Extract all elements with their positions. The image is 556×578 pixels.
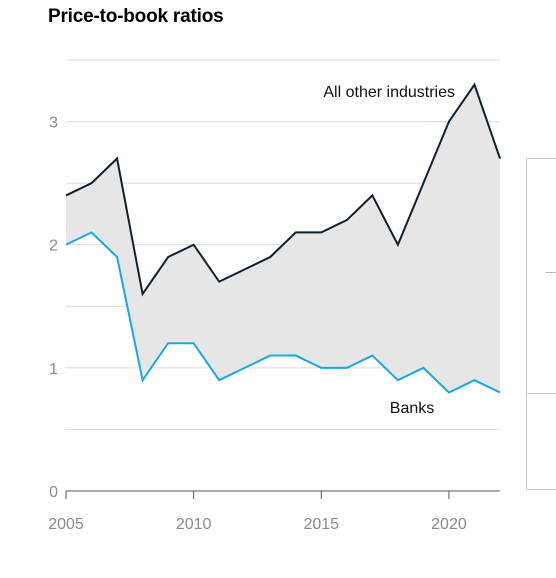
y-tick-label: 0: [49, 484, 58, 501]
fill-layer: [66, 84, 500, 393]
label-layer: 2005 2010 2015 2020 0 1 2 3 All other industries…: [48, 84, 467, 533]
x-tick-label: 2005: [48, 516, 84, 533]
gap-shaded-area: [66, 84, 500, 393]
series-line-banks: [65, 231, 501, 394]
series-label-all-other-industries: All other industries: [323, 84, 455, 101]
side-divider-line: [526, 393, 556, 394]
series-label-banks: Banks: [390, 400, 434, 417]
series-line-all-other-industries: [65, 82, 501, 297]
side-scroll-panel[interactable]: [526, 158, 556, 490]
line-layer: [65, 82, 501, 394]
side-tick-mark: [546, 272, 556, 273]
x-tick-label: 2020: [431, 516, 467, 533]
y-tick-label: 3: [49, 115, 58, 132]
chart-title: Price-to-book ratios: [48, 6, 224, 27]
x-tick-label: 2010: [176, 516, 212, 533]
y-tick-label: 2: [49, 238, 58, 255]
x-tick-label: 2015: [303, 516, 339, 533]
y-tick-label: 1: [49, 361, 58, 378]
axis-layer: [65, 490, 500, 499]
